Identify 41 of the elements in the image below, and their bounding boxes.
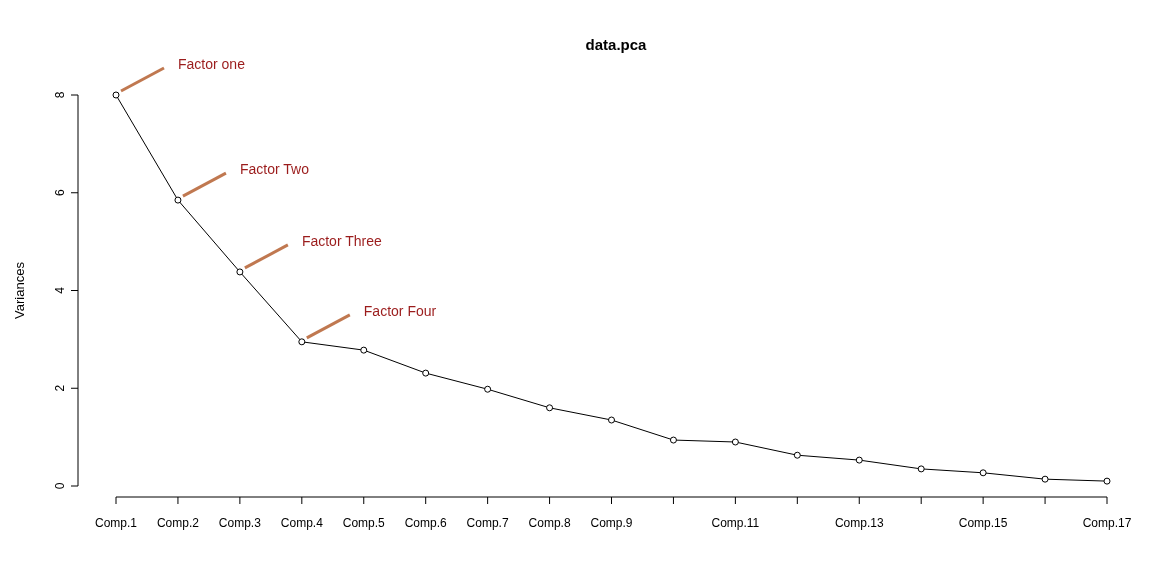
y-tick-label: 6 xyxy=(53,189,67,197)
point xyxy=(608,416,615,424)
x-tick-label: Comp.17 xyxy=(1082,516,1132,530)
point xyxy=(174,196,182,204)
annotation: Factor one xyxy=(178,56,246,72)
x-tick-label: Comp.11 xyxy=(711,516,760,530)
x-tick-label: Comp.15 xyxy=(958,516,1008,530)
point xyxy=(917,465,925,473)
point xyxy=(855,456,863,464)
x-tick-label: Comp.8 xyxy=(528,516,571,530)
point xyxy=(669,436,677,444)
y-tick-label: 8 xyxy=(53,91,67,99)
annotation: Factor Three xyxy=(301,232,382,249)
point xyxy=(422,369,430,377)
x-tick-label: Comp.13 xyxy=(834,516,884,530)
y-tick-label: 4 xyxy=(53,286,67,294)
annotation: Factor Four xyxy=(363,302,437,319)
point xyxy=(236,268,244,276)
x-tick-label: Comp.6 xyxy=(404,516,448,530)
x-tick-label: Comp.3 xyxy=(218,516,262,530)
point xyxy=(484,385,492,393)
point xyxy=(731,438,739,446)
point xyxy=(1103,477,1111,485)
annotation: Factor Two xyxy=(239,161,310,178)
chart-title: data.pca xyxy=(585,36,648,53)
y-axis-title: Variances xyxy=(12,261,27,319)
x-tick-label: Comp.1 xyxy=(94,516,138,530)
point xyxy=(546,404,554,412)
point xyxy=(112,91,120,99)
x-tick-label: Comp.4 xyxy=(280,516,324,530)
point xyxy=(793,451,801,459)
x-tick-label: Comp.9 xyxy=(590,516,633,530)
x-tick-label: Comp.7 xyxy=(466,516,509,530)
y-tick-label: 2 xyxy=(53,384,67,392)
point xyxy=(979,469,987,477)
point xyxy=(298,338,306,346)
y-tick-label: 0 xyxy=(53,482,67,490)
x-tick-label: Comp.5 xyxy=(342,516,386,530)
point xyxy=(360,346,368,354)
x-tick-label: Comp.2 xyxy=(156,516,200,530)
point xyxy=(1041,475,1049,483)
